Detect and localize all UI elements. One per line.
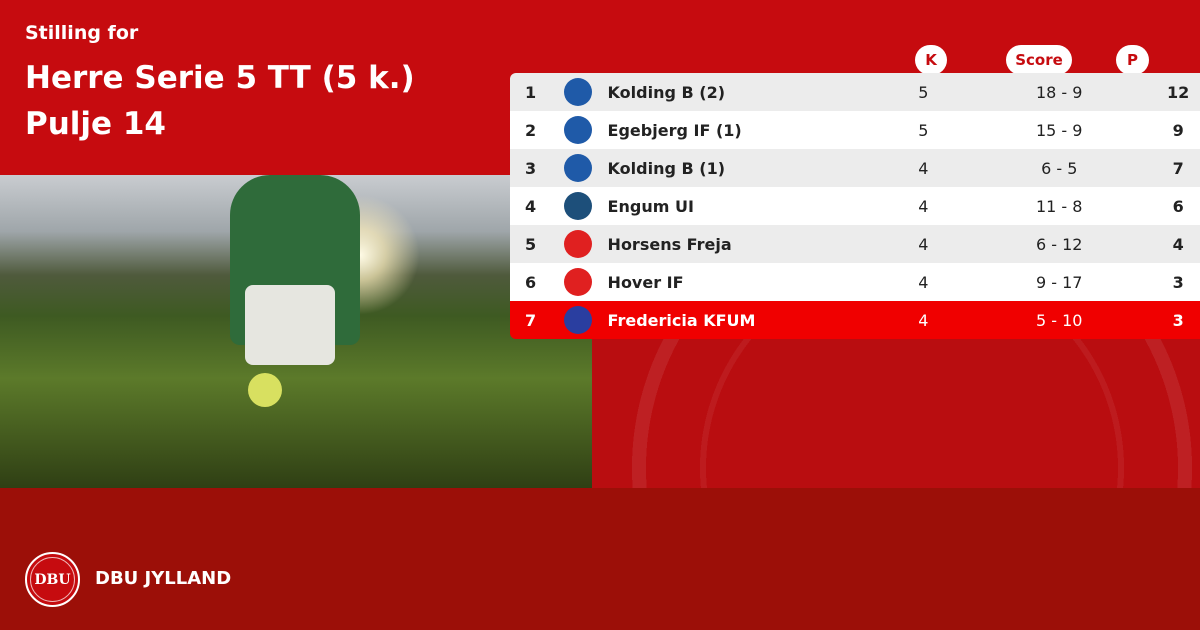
team-logo — [563, 192, 608, 220]
team-name: Horsens Freja — [607, 234, 732, 254]
position: 5 — [525, 234, 537, 254]
team-name: Hover IF — [607, 272, 684, 292]
goal-score: 11 - 8 — [1035, 196, 1083, 216]
subtitle: Stilling for — [25, 22, 139, 44]
position: 2 — [525, 120, 537, 140]
kolding-b-crest-icon — [563, 154, 592, 182]
page-title: Herre Serie 5 TT (5 k.) Pulje 14 — [25, 55, 415, 147]
dbu-watermark — [592, 338, 1200, 488]
team-logo — [563, 154, 608, 182]
matches-played: 4 — [918, 272, 929, 292]
egebjerg-if-crest-icon — [563, 116, 592, 144]
goal-score: 6 - 5 — [1041, 158, 1078, 178]
league-name: Herre Serie 5 TT (5 k.) — [25, 60, 415, 96]
goal-score: 6 - 12 — [1035, 234, 1083, 254]
football-photo — [0, 175, 592, 488]
hover-if-crest-icon — [563, 268, 592, 296]
footer-band — [0, 488, 1200, 630]
points: 4 — [1172, 234, 1184, 254]
column-header-p: P — [1116, 45, 1149, 75]
table-row: 6 Hover IF 4 9 - 17 3 — [510, 263, 1200, 301]
standings-table: 1 Kolding B (2) 5 18 - 9 12 2 Egebjerg IF… — [510, 73, 1200, 339]
points: 12 — [1167, 82, 1190, 102]
table-row: 1 Kolding B (2) 5 18 - 9 12 — [510, 73, 1200, 111]
team-logo — [563, 78, 608, 106]
table-row: 7 Fredericia KFUM 4 5 - 10 3 — [510, 301, 1200, 339]
points: 3 — [1172, 272, 1184, 292]
brand-name: DBU JYLLAND — [95, 568, 232, 589]
team-name: Engum UI — [607, 196, 694, 216]
kolding-b-crest-icon — [563, 78, 592, 106]
matches-played: 4 — [918, 234, 929, 254]
position: 6 — [525, 272, 537, 292]
matches-played: 5 — [918, 82, 929, 102]
fredericia-kfum-crest-icon — [563, 306, 592, 334]
table-row: 4 Engum UI 4 11 - 8 6 — [510, 187, 1200, 225]
team-name: Kolding B (1) — [607, 158, 726, 178]
position: 1 — [525, 82, 537, 102]
table-row: 3 Kolding B (1) 4 6 - 5 7 — [510, 149, 1200, 187]
team-name: Fredericia KFUM — [607, 310, 756, 330]
points: 7 — [1172, 158, 1184, 178]
matches-played: 4 — [918, 196, 929, 216]
matches-played: 4 — [918, 310, 929, 330]
team-name: Kolding B (2) — [607, 82, 726, 102]
points: 3 — [1172, 310, 1184, 330]
goal-score: 15 - 9 — [1035, 120, 1083, 140]
column-header-k: K — [915, 45, 947, 75]
goal-score: 9 - 17 — [1035, 272, 1083, 292]
points: 6 — [1172, 196, 1184, 216]
team-logo — [563, 268, 608, 296]
points: 9 — [1172, 120, 1184, 140]
goal-score: 18 - 9 — [1035, 82, 1083, 102]
goal-score: 5 - 10 — [1035, 310, 1083, 330]
dbu-logo: DBU — [25, 552, 80, 607]
horsens-freja-crest-icon — [563, 230, 592, 258]
pool-name: Pulje 14 — [25, 106, 166, 142]
position: 3 — [525, 158, 537, 178]
position: 7 — [525, 310, 537, 330]
matches-played: 4 — [918, 158, 929, 178]
column-header-score: Score — [1006, 45, 1072, 75]
team-name: Egebjerg IF (1) — [607, 120, 742, 140]
dbu-logo-text: DBU — [34, 571, 71, 588]
engum-ui-crest-icon — [563, 192, 592, 220]
team-logo — [563, 230, 608, 258]
matches-played: 5 — [918, 120, 929, 140]
table-row: 2 Egebjerg IF (1) 5 15 - 9 9 — [510, 111, 1200, 149]
team-logo — [563, 306, 608, 334]
team-logo — [563, 116, 608, 144]
table-row: 5 Horsens Freja 4 6 - 12 4 — [510, 225, 1200, 263]
position: 4 — [525, 196, 537, 216]
